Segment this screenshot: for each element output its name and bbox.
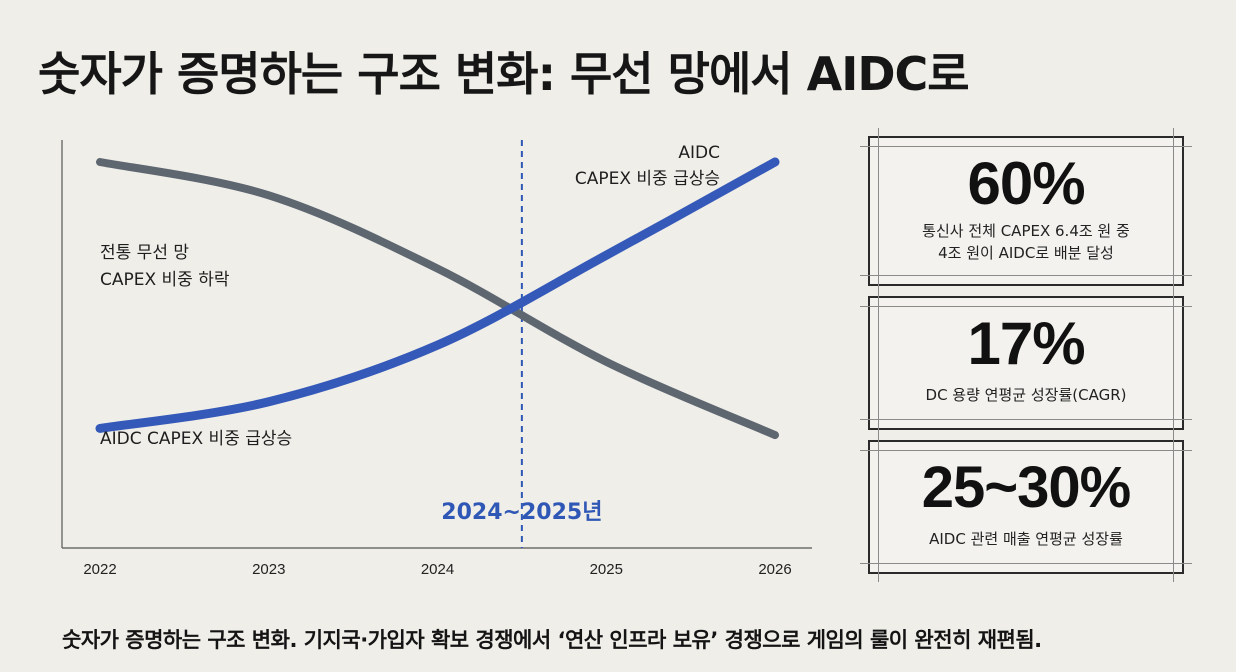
x-tick-label: 2022 — [83, 561, 116, 578]
stat-value: 25~30% — [921, 455, 1131, 520]
stat-value: 17% — [967, 310, 1085, 377]
x-tick-label: 2024 — [421, 561, 454, 578]
transition-marker-label: 2024~2025년 — [441, 500, 602, 525]
series-label-aidc: AIDC CAPEX 비중 급상승 — [100, 429, 292, 449]
top-label-aidc-line1: AIDC — [678, 143, 720, 163]
stat-description: 통신사 전체 CAPEX 6.4조 원 중 4조 원이 AIDC로 배분 달성 — [922, 222, 1130, 262]
page-title: 숫자가 증명하는 구조 변화: 무선 망에서 AIDC로 — [38, 47, 970, 101]
series-line-traditional-wireless — [96, 158, 779, 440]
series-label-traditional-line1: 전통 무선 망 — [100, 243, 189, 263]
x-tick-label: 2026 — [758, 561, 791, 578]
x-tick-label: 2025 — [590, 561, 623, 578]
top-label-aidc-line2: CAPEX 비중 급상승 — [575, 169, 720, 189]
x-tick-label: 2023 — [252, 561, 285, 578]
stat-card-capex-share: 60% 통신사 전체 CAPEX 6.4조 원 중 4조 원이 AIDC로 배분… — [860, 128, 1192, 294]
stat-description: DC 용량 연평균 성장률(CAGR) — [925, 386, 1127, 404]
footer-caption: 숫자가 증명하는 구조 변화. 기지국·가입자 확보 경쟁에서 ‘연산 인프라 … — [62, 628, 1042, 652]
stat-card-aidc-revenue-cagr: 25~30% AIDC 관련 매출 연평균 성장률 — [860, 432, 1192, 582]
capex-line-chart: 2022 2023 2024 2025 2026 전통 무선 망 CAPEX 비중 하락 A… — [61, 140, 812, 578]
stat-description: AIDC 관련 매출 연평균 성장률 — [929, 530, 1123, 548]
stat-card-dc-capacity-cagr: 17% DC 용량 연평균 성장률(CAGR) — [860, 288, 1192, 438]
stat-value: 60% — [967, 150, 1085, 217]
series-line-aidc — [95, 157, 780, 433]
series-label-traditional-line2: CAPEX 비중 하락 — [100, 270, 230, 290]
